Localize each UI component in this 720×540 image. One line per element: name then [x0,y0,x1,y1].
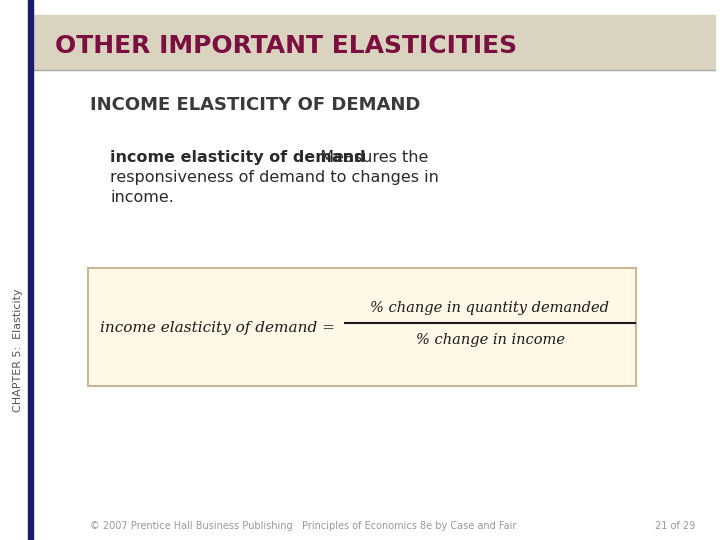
Text: % change in quantity demanded: % change in quantity demanded [371,301,610,315]
Bar [28,0,33,540]
Text: INCOME ELASTICITY OF DEMAND: INCOME ELASTICITY OF DEMAND [90,96,420,114]
Text: OTHER IMPORTANT ELASTICITIES: OTHER IMPORTANT ELASTICITIES [55,34,517,58]
FancyBboxPatch shape [88,268,636,386]
Text: Measures the: Measures the [310,150,428,165]
Text: income elasticity of demand =: income elasticity of demand = [100,321,335,335]
Text: © 2007 Prentice Hall Business Publishing   Principles of Economics 8e by Case an: © 2007 Prentice Hall Business Publishing… [90,521,516,531]
Text: responsiveness of demand to changes in: responsiveness of demand to changes in [110,170,439,185]
Text: % change in income: % change in income [415,333,564,347]
Text: income elasticity of demand: income elasticity of demand [110,150,366,165]
Text: CHAPTER 5:  Elasticity: CHAPTER 5: Elasticity [13,288,23,412]
Text: 21 of 29: 21 of 29 [654,521,695,531]
Text: income.: income. [110,190,174,205]
Bar [33,15,715,70]
